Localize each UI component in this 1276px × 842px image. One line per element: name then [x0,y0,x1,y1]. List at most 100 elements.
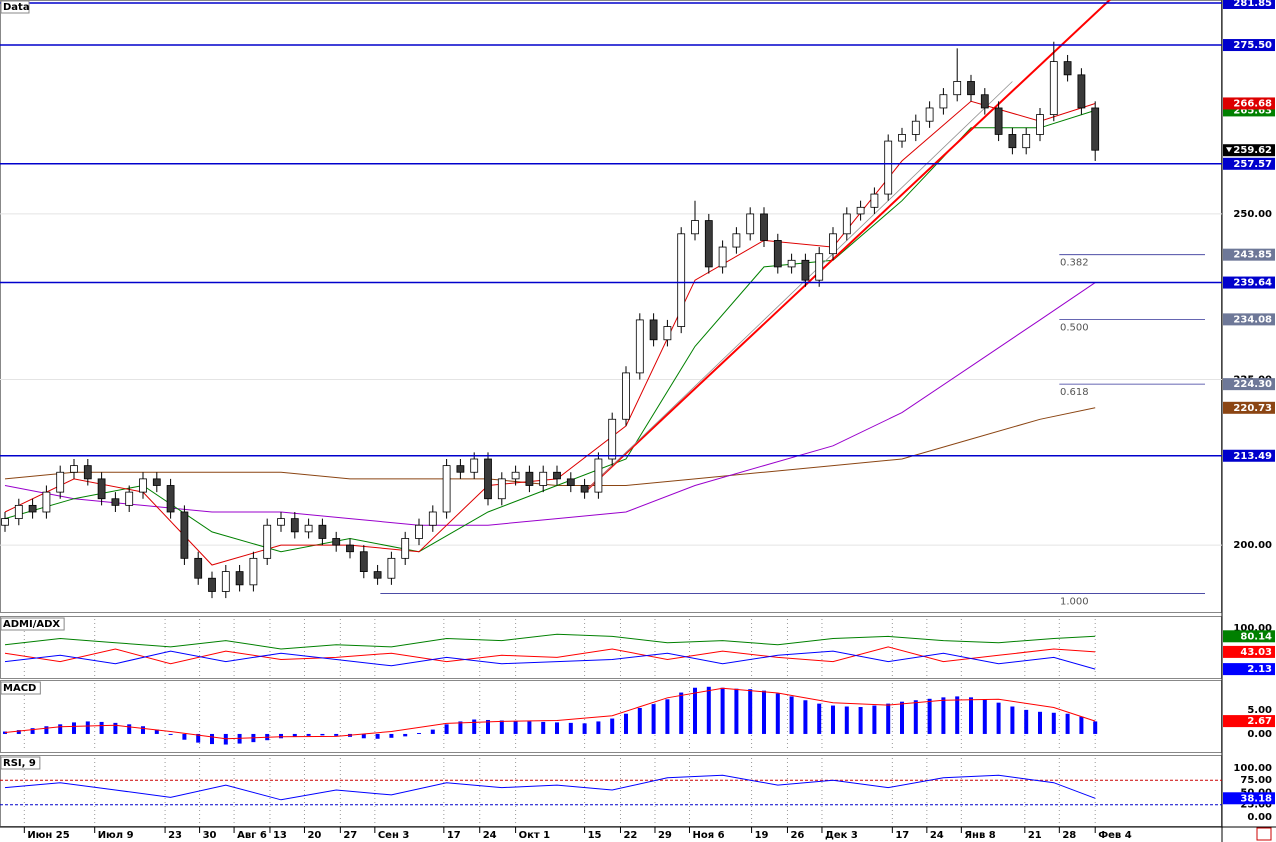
macd-bar [444,724,449,734]
macd-bar [486,719,490,734]
candle-body [42,491,51,513]
x-tick-label: 30 [203,830,217,841]
candle-body [1049,61,1058,115]
candle-body [980,94,989,109]
candle-body [787,259,796,268]
x-tick-label: Авг 6 [237,830,267,841]
candle-body [166,485,175,513]
macd-bar [1038,711,1042,734]
level-label-box [1223,0,1275,9]
adx-line [4,633,1096,650]
macd-bar [720,687,725,734]
macd-bar [16,730,21,734]
candle-body [553,471,561,480]
candle-body [815,253,824,281]
macd-bar [1065,713,1070,734]
macd-bar [1010,706,1015,734]
macd-bar [927,698,932,734]
adx-last-label: 2.13 [1247,664,1272,675]
level-label: 239.64 [1233,278,1272,289]
candle-body [691,220,699,235]
candle-body [580,485,589,493]
candle-body [97,478,106,500]
macd-bar [1051,712,1056,734]
macd-bar [982,699,987,734]
candle-body [249,557,258,586]
macd-bar [458,721,463,734]
candle-body [566,478,575,486]
y-tick-label: 5.00 [1247,705,1272,716]
candle-body [456,465,465,473]
candle-body [925,107,934,122]
candle-body [208,577,216,592]
panel-title: ADMI/ADX [3,619,60,630]
x-tick-label: 17 [895,830,909,841]
macd-bar [596,721,601,734]
y-tick-label: 100.00 [1233,763,1272,774]
candle-body [346,544,354,553]
candle-body [884,140,893,195]
candle-body [1022,134,1031,149]
macd-bar [30,728,35,734]
candle-body [497,478,506,500]
candle-body [911,120,920,135]
macd-bar [513,720,518,734]
candle-body [180,511,189,559]
candle-body [387,557,396,579]
macd-bar [210,733,214,745]
macd-bar [113,722,118,734]
macd-last-label-box [1223,715,1275,728]
macd-bar [844,706,849,734]
candle-body [359,551,368,572]
adx-last-label-box [1223,645,1275,658]
candle-body [14,504,23,520]
candle-body [290,518,299,533]
macd-bar [706,686,711,734]
candle-body [235,571,244,586]
candle-body [953,81,962,96]
candle-body [332,538,341,546]
macd-bar [624,713,628,734]
macd-bar [900,701,904,734]
macd-bar [665,699,670,734]
candle-body [718,246,727,268]
candle-body [442,465,451,513]
x-tick-label: Янв 8 [964,830,995,841]
scroll-button[interactable] [1256,827,1272,841]
ma-last-label-box [1223,401,1275,414]
candle-body [373,571,382,579]
x-tick-label: 24 [483,830,497,841]
x-tick-label: 28 [1062,830,1076,841]
macd-bar [72,722,76,734]
candle-body [1,518,9,526]
macd-bar [817,703,822,734]
macd-bar [693,687,697,734]
macd-bar [472,719,477,734]
macd-bar [1024,709,1029,734]
x-tick-label: 24 [930,830,944,841]
macd-bar [154,729,159,734]
rsi-last-label-box [1223,792,1275,805]
candle-body [83,465,92,480]
macd-bar [527,721,532,734]
ma-last-label: 265.63 [1233,105,1272,116]
macd-bar [610,718,615,734]
y-tick-label: 100.00 [1233,623,1272,634]
y-tick-label: 25.00 [1240,800,1272,811]
x-tick-label: 26 [790,830,804,841]
macd-bar [969,697,973,734]
candle-body [842,213,851,235]
x-tick-label: 15 [588,830,602,841]
candle-body [139,478,147,493]
macd-bar [375,733,380,739]
trend-line [584,81,1013,493]
panel-title-box [0,756,41,770]
candle-body [898,134,906,142]
x-tick-label: Фев 4 [1098,830,1132,841]
macd-bar [941,697,946,734]
macd-bar [734,688,739,734]
level-label: 275.50 [1233,40,1272,51]
candle-body [511,471,520,480]
candle-body [856,206,865,215]
candle-body [801,259,810,281]
